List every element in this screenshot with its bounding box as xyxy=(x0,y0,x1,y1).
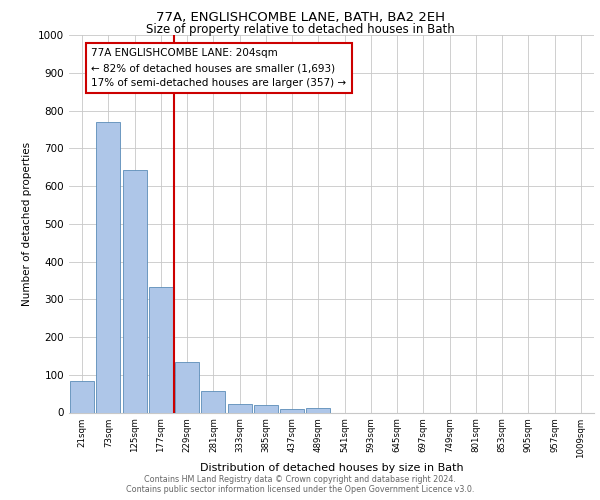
Text: 77A, ENGLISHCOMBE LANE, BATH, BA2 2EH: 77A, ENGLISHCOMBE LANE, BATH, BA2 2EH xyxy=(155,11,445,24)
X-axis label: Distribution of detached houses by size in Bath: Distribution of detached houses by size … xyxy=(200,463,463,473)
Bar xyxy=(175,362,199,412)
Text: 77A ENGLISHCOMBE LANE: 204sqm
← 82% of detached houses are smaller (1,693)
17% o: 77A ENGLISHCOMBE LANE: 204sqm ← 82% of d… xyxy=(91,48,346,88)
Text: Size of property relative to detached houses in Bath: Size of property relative to detached ho… xyxy=(146,22,454,36)
Bar xyxy=(254,406,278,412)
Bar xyxy=(149,287,173,412)
Text: Contains HM Land Registry data © Crown copyright and database right 2024.
Contai: Contains HM Land Registry data © Crown c… xyxy=(126,474,474,494)
Bar xyxy=(202,391,226,412)
Bar xyxy=(306,408,331,412)
Bar xyxy=(227,404,252,412)
Bar xyxy=(280,408,304,412)
Bar xyxy=(96,122,121,412)
Y-axis label: Number of detached properties: Number of detached properties xyxy=(22,142,32,306)
Bar xyxy=(122,170,147,412)
Bar xyxy=(70,381,94,412)
